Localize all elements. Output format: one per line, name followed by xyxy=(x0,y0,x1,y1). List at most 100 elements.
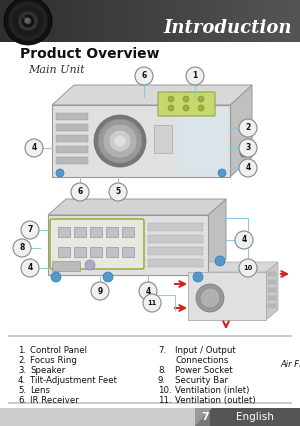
Circle shape xyxy=(139,282,157,300)
Text: 5: 5 xyxy=(116,187,121,196)
Text: Main Unit: Main Unit xyxy=(28,65,85,75)
Text: 11.: 11. xyxy=(158,396,172,405)
Bar xyxy=(27,0,30,42)
Text: 5.: 5. xyxy=(18,386,26,395)
Bar xyxy=(234,0,237,42)
Text: 8.: 8. xyxy=(158,366,166,375)
Bar xyxy=(106,247,118,257)
Text: 2.: 2. xyxy=(18,356,26,365)
Bar xyxy=(80,0,300,42)
Circle shape xyxy=(168,105,174,111)
Circle shape xyxy=(200,288,220,308)
Circle shape xyxy=(18,11,38,31)
Bar xyxy=(268,296,276,300)
Bar xyxy=(52,105,230,177)
Bar xyxy=(9,0,12,42)
Bar xyxy=(96,0,99,42)
Bar xyxy=(18,0,21,42)
Text: 9.: 9. xyxy=(158,376,166,385)
Bar xyxy=(246,0,249,42)
Circle shape xyxy=(198,96,204,102)
Bar xyxy=(56,157,88,164)
FancyBboxPatch shape xyxy=(50,219,144,269)
Polygon shape xyxy=(195,408,212,426)
Text: 10: 10 xyxy=(243,265,253,271)
Text: IR Receiver: IR Receiver xyxy=(30,396,79,405)
Bar xyxy=(195,408,300,426)
Bar xyxy=(148,235,203,243)
Polygon shape xyxy=(188,262,278,272)
Bar xyxy=(195,0,198,42)
Bar xyxy=(122,227,134,237)
Text: Tilt-Adjustment Feet: Tilt-Adjustment Feet xyxy=(30,376,117,385)
Circle shape xyxy=(240,149,248,157)
Text: 4.: 4. xyxy=(18,376,26,385)
Circle shape xyxy=(25,18,31,24)
Text: Ventilation (inlet): Ventilation (inlet) xyxy=(175,386,249,395)
Circle shape xyxy=(218,169,226,177)
Bar xyxy=(52,261,80,271)
Bar xyxy=(268,272,276,276)
Bar xyxy=(282,0,285,42)
FancyBboxPatch shape xyxy=(158,92,215,116)
Bar xyxy=(56,146,88,153)
Text: 1: 1 xyxy=(192,72,198,81)
Bar xyxy=(198,0,201,42)
Bar xyxy=(123,0,126,42)
Bar xyxy=(255,0,258,42)
Bar xyxy=(288,0,291,42)
Bar xyxy=(56,113,88,120)
Bar xyxy=(56,124,88,131)
Circle shape xyxy=(239,139,257,157)
Bar xyxy=(3,0,6,42)
Bar xyxy=(147,0,150,42)
Text: 4: 4 xyxy=(242,236,247,245)
Bar xyxy=(188,272,266,320)
Circle shape xyxy=(103,272,113,282)
Text: Focus Ring: Focus Ring xyxy=(30,356,77,365)
Bar xyxy=(189,0,192,42)
Text: 4: 4 xyxy=(27,264,33,273)
Bar xyxy=(148,259,203,267)
Bar xyxy=(58,247,70,257)
Text: Power Socket: Power Socket xyxy=(175,366,233,375)
Bar xyxy=(0,0,3,42)
Bar xyxy=(54,0,57,42)
Text: 7: 7 xyxy=(201,412,209,422)
Bar xyxy=(39,0,42,42)
Bar xyxy=(126,0,129,42)
Text: 7.: 7. xyxy=(158,346,166,355)
Text: 3.: 3. xyxy=(18,366,26,375)
Bar xyxy=(78,0,81,42)
Bar xyxy=(153,0,156,42)
Bar xyxy=(264,0,267,42)
Circle shape xyxy=(109,130,131,152)
Text: 4: 4 xyxy=(146,287,151,296)
Bar xyxy=(279,0,282,42)
Bar xyxy=(102,0,105,42)
Circle shape xyxy=(21,221,39,239)
Circle shape xyxy=(183,105,189,111)
Bar xyxy=(132,0,135,42)
Bar xyxy=(111,0,114,42)
Bar xyxy=(168,0,171,42)
Bar xyxy=(56,135,88,142)
Bar xyxy=(117,0,120,42)
Bar xyxy=(129,0,132,42)
Bar xyxy=(180,0,183,42)
Bar xyxy=(249,0,252,42)
Polygon shape xyxy=(52,85,252,105)
Circle shape xyxy=(239,259,257,277)
Text: 3: 3 xyxy=(245,144,250,153)
Circle shape xyxy=(56,169,64,177)
Bar xyxy=(33,0,36,42)
Bar xyxy=(90,247,102,257)
Bar xyxy=(210,0,213,42)
Circle shape xyxy=(22,15,34,27)
Text: 6: 6 xyxy=(141,72,147,81)
Circle shape xyxy=(239,159,257,177)
Bar xyxy=(270,0,273,42)
Bar xyxy=(294,0,297,42)
Circle shape xyxy=(196,284,224,312)
Bar xyxy=(90,227,102,237)
